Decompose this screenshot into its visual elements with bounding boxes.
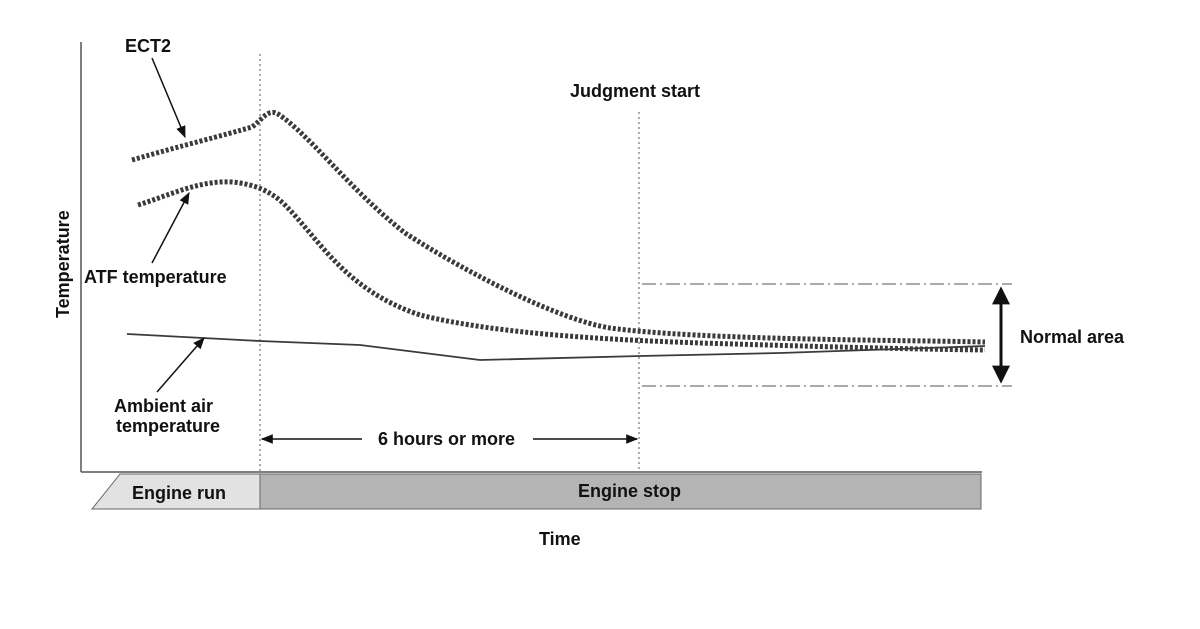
judgment-start-label: Judgment start — [570, 81, 700, 101]
engine-stop-label: Engine stop — [578, 481, 681, 501]
y-axis-label: Temperature — [53, 210, 73, 318]
ambient-pointer — [156, 337, 205, 393]
x-axis-label: Time — [539, 529, 581, 549]
ect2-pointer — [151, 57, 186, 139]
atf-temperature-curve — [137, 179, 986, 353]
normal-area-label: Normal area — [1020, 327, 1125, 347]
ambient-air-label-line1: Ambient air — [114, 396, 213, 416]
ambient-air-label-line2: temperature — [116, 416, 220, 436]
duration-label: 6 hours or more — [378, 429, 515, 449]
engine-run-label: Engine run — [132, 483, 226, 503]
engine-stop-bar — [259, 473, 982, 510]
atf-pointer — [151, 191, 190, 264]
atf-temperature-label: ATF temperature — [84, 267, 227, 287]
ect2-label: ECT2 — [125, 36, 171, 56]
ect2-curve — [131, 110, 986, 345]
ambient-air-temperature-curve — [126, 333, 986, 361]
